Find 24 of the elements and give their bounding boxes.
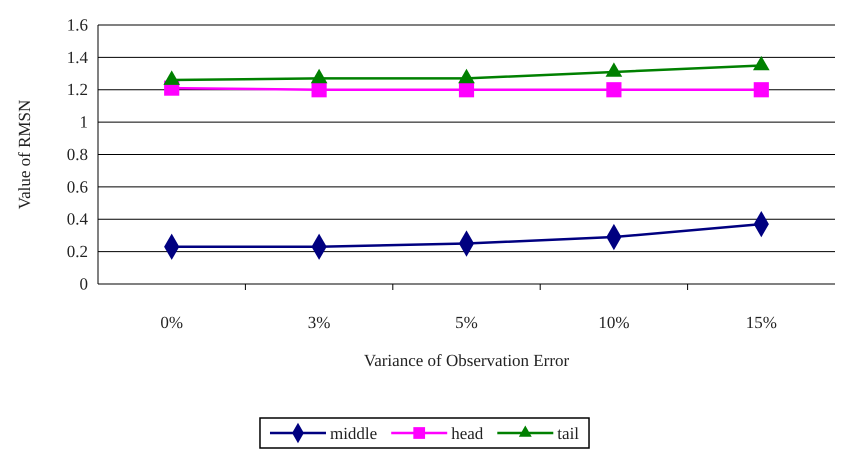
y-tick-label: 0.6 [66,177,88,196]
x-tick-label: 5% [455,313,478,332]
x-tick-label: 10% [598,313,630,332]
x-axis-title: Variance of Observation Error [364,351,570,370]
y-tick-label: 1.6 [66,15,88,34]
x-tick-label: 0% [160,313,184,332]
y-tick-label: 0.8 [66,144,88,164]
point [458,68,475,84]
y-tick-label: 1.4 [66,48,88,67]
legend-label: head [451,424,484,443]
y-tick-label: 0 [80,274,88,294]
y-axis-title: Value of RMSN [15,100,34,210]
y-tick-label: 1.2 [66,80,88,100]
y-tick-label: 0.2 [66,242,88,262]
point [606,62,622,77]
y-tick-label: 0.4 [66,210,88,229]
point [163,70,180,85]
point [310,68,328,84]
legend-label: tail [557,424,580,443]
x-tick-label: 3% [308,313,330,332]
y-tick-label: 1 [80,112,88,132]
point [752,56,770,70]
x-tick-label: 15% [746,313,777,332]
legend-label: middle [330,424,378,443]
